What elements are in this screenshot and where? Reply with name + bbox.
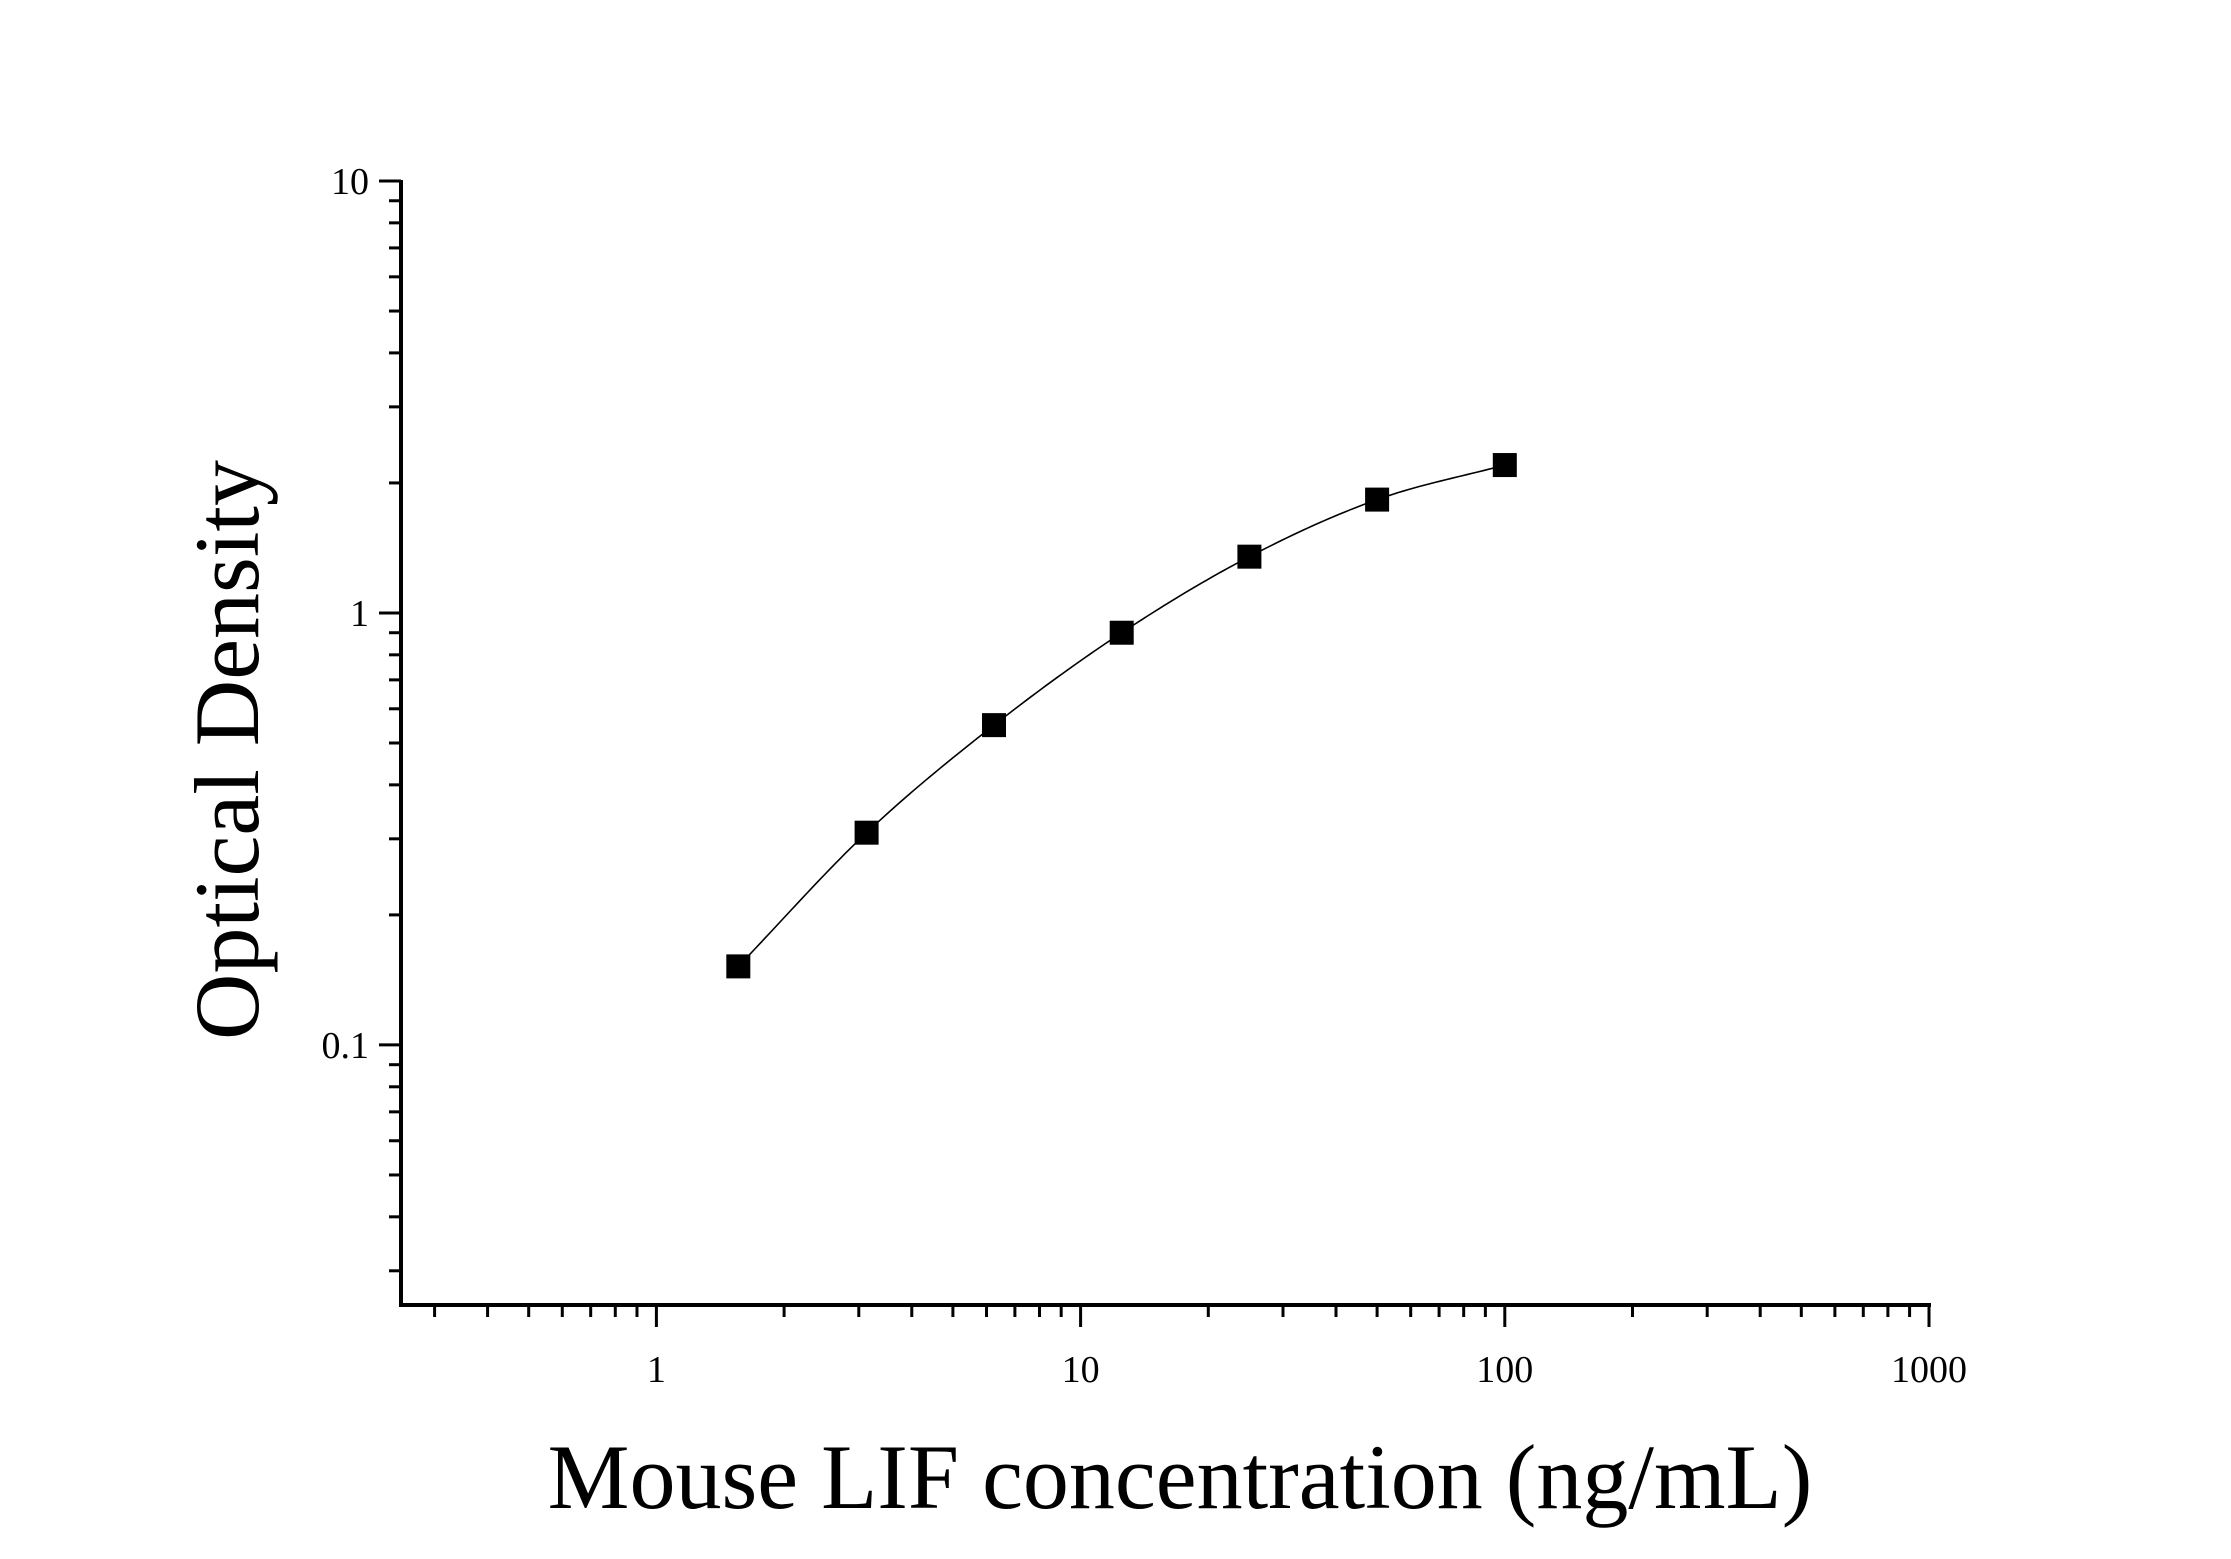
data-point [1237, 544, 1262, 569]
y-tick-label: 1 [350, 593, 369, 635]
x-tick-label: 100 [1476, 1349, 1533, 1391]
x-tick-label: 10 [1062, 1349, 1100, 1391]
axes [399, 180, 1931, 1307]
y-axis-title: Optical Density [176, 460, 278, 1040]
data-point [1492, 453, 1517, 478]
data-point [982, 713, 1007, 738]
y-tick-label: 10 [331, 161, 369, 203]
x-tick-label: 1 [647, 1349, 666, 1391]
x-axis-title: Mouse LIF concentration (ng/mL) [548, 1426, 1813, 1528]
y-tick-label: 0.1 [322, 1025, 370, 1067]
data-points [726, 453, 1517, 979]
x-tick-label: 1000 [1891, 1349, 1967, 1391]
fit-curve [737, 464, 1506, 967]
data-point [1365, 487, 1390, 512]
data-point [1109, 620, 1134, 645]
ticks [379, 179, 1931, 1327]
tick-labels: 1 10 100 1000 0.1 1 10 [322, 161, 1968, 1391]
data-point [726, 954, 751, 979]
data-point [854, 820, 879, 845]
